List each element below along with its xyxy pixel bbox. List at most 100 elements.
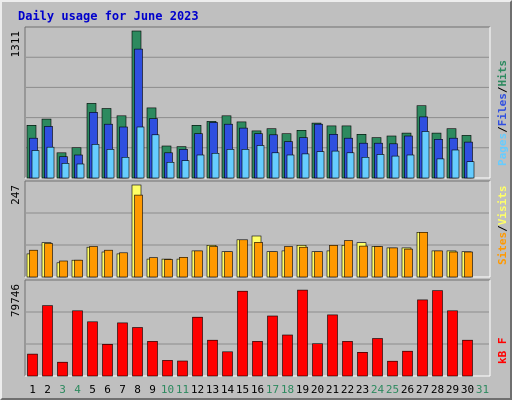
bar-sites-day-12: [194, 250, 203, 278]
x-tick-label: 12: [191, 383, 204, 396]
bar-pages-day-24: [376, 154, 385, 179]
bar-pages-day-16: [256, 145, 265, 179]
bar-kb-f-day-28: [432, 290, 443, 377]
bar-pages-day-8: [136, 126, 145, 179]
bar-pages-day-2: [46, 146, 55, 179]
x-tick-label: 22: [341, 383, 354, 396]
x-tick-label: 25: [386, 383, 399, 396]
bar-kb-f-day-27: [417, 299, 428, 377]
x-tick-label: 5: [89, 383, 96, 396]
bar-kb-f-day-26: [402, 350, 413, 377]
bar-kb-f-day-30: [462, 339, 473, 377]
bar-pages-day-22: [346, 152, 355, 179]
x-tick-label: 17: [266, 383, 279, 396]
bar-kb-f-day-3: [57, 361, 68, 377]
bar-pages-day-10: [166, 162, 175, 179]
bar-sites-day-6: [104, 249, 113, 278]
legend-entry: Files: [496, 93, 509, 126]
bar-kb-f-day-6: [102, 343, 113, 377]
bar-kb-f-day-17: [267, 315, 278, 377]
bar-pages-day-1: [31, 150, 40, 179]
bar-pages-day-18: [286, 154, 295, 179]
x-tick-label: 14: [221, 383, 235, 396]
bar-sites-day-29: [449, 251, 458, 278]
bar-pages-day-6: [106, 149, 115, 179]
bar-kb-f-day-24: [372, 338, 383, 377]
x-tick-label: 2: [44, 383, 51, 396]
bar-kb-f-day-16: [252, 341, 263, 377]
bar-kb-f-day-9: [147, 341, 158, 377]
bar-sites-day-5: [89, 246, 98, 278]
bar-sites-day-23: [359, 245, 368, 278]
bar-kb-f-day-5: [87, 321, 98, 377]
bar-kb-f-day-29: [447, 310, 458, 377]
bar-pages-day-3: [61, 163, 70, 179]
legend-entry: Hits: [496, 60, 509, 87]
legend-entry: /: [496, 126, 509, 133]
x-tick-label: 28: [431, 383, 444, 396]
bar-sites-day-28: [434, 250, 443, 278]
bar-kb-f-day-18: [282, 334, 293, 377]
bar-kb-f-day-1: [27, 353, 38, 377]
bar-sites-day-8: [134, 194, 143, 278]
bar-pages-day-30: [466, 161, 475, 179]
x-tick-label: 8: [134, 383, 141, 396]
x-tick-label: 27: [416, 383, 429, 396]
bar-sites-day-10: [164, 259, 173, 278]
bar-kb-f-day-20: [312, 343, 323, 377]
legend-entry: Visits: [496, 186, 509, 226]
panel-legend: kB F: [496, 338, 509, 365]
panel-visits-sites: 247 Sites/Visits: [9, 180, 509, 278]
bar-kb-f-day-25: [387, 360, 398, 377]
bar-sites-day-19: [299, 246, 308, 278]
bar-kb-f-day-19: [297, 289, 308, 377]
bar-kb-f-day-23: [357, 351, 368, 377]
bar-pages-day-29: [451, 149, 460, 179]
x-tick-label: 3: [59, 383, 66, 396]
bar-sites-day-3: [59, 260, 68, 278]
panel-legend: Pages/Files/Hits: [496, 60, 509, 166]
x-tick-label: 11: [176, 383, 189, 396]
bar-kb-f-day-14: [222, 351, 233, 377]
bar-sites-day-13: [209, 246, 218, 278]
bar-sites-day-16: [254, 242, 263, 278]
bar-pages-day-23: [361, 157, 370, 179]
x-tick-label: 13: [206, 383, 219, 396]
x-tick-label: 29: [446, 383, 459, 396]
bar-sites-day-20: [314, 251, 323, 278]
bar-kb-f-day-8: [132, 327, 143, 377]
legend-entry: kB F: [496, 338, 509, 365]
x-tick-label: 4: [74, 383, 81, 396]
bar-pages-day-25: [391, 155, 400, 179]
bar-pages-day-27: [421, 131, 430, 179]
bar-sites-day-27: [419, 232, 428, 278]
x-tick-label: 18: [281, 383, 294, 396]
bar-kb-f-day-22: [342, 341, 353, 377]
bar-sites-day-4: [74, 259, 83, 278]
panel-legend: Sites/Visits: [496, 186, 509, 266]
bar-sites-day-30: [464, 251, 473, 278]
bar-sites-day-14: [224, 251, 233, 278]
chart-panels: 1311Pages/Files/Hits247Sites/Visits79746…: [9, 26, 509, 377]
bar-sites-day-15: [239, 239, 248, 278]
bar-sites-day-9: [149, 257, 158, 278]
bar-pages-day-20: [316, 151, 325, 179]
x-tick-label: 7: [119, 383, 126, 396]
bar-pages-day-19: [301, 153, 310, 179]
x-tick-label: 23: [356, 383, 369, 396]
bar-pages-day-5: [91, 144, 100, 179]
x-tick-label: 26: [401, 383, 414, 396]
bar-sites-day-2: [44, 243, 53, 278]
bar-sites-day-17: [269, 251, 278, 278]
x-tick-label: 16: [251, 383, 264, 396]
bar-pages-day-11: [181, 160, 190, 179]
bar-kb-f-day-7: [117, 322, 128, 377]
bar-pages-day-9: [151, 134, 160, 179]
bar-sites-day-22: [344, 240, 353, 278]
bar-pages-day-17: [271, 152, 280, 179]
bar-sites-day-18: [284, 246, 293, 278]
bar-kb-f-day-13: [207, 339, 218, 377]
x-tick-label: 15: [236, 383, 249, 396]
bar-kb-f-day-15: [237, 290, 248, 377]
